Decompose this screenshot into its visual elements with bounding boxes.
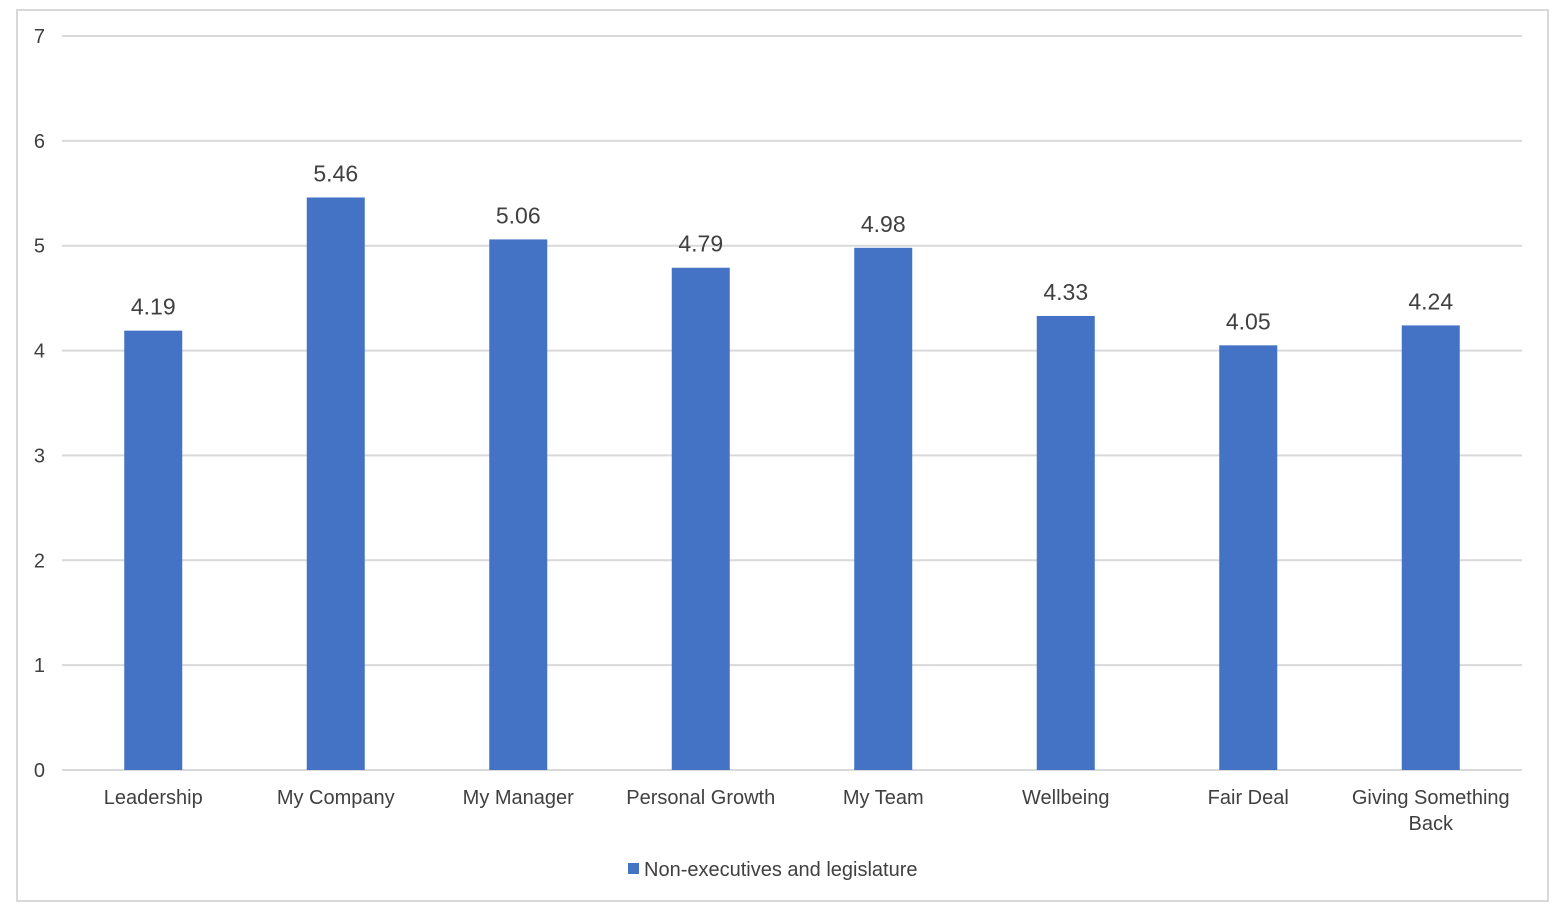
bar: [671, 267, 730, 770]
legend: Non-executives and legislature: [628, 859, 918, 881]
data-label: 4.98: [861, 211, 906, 237]
bar: [306, 197, 365, 771]
x-tick-label: Leadership: [104, 787, 203, 809]
x-tick-label: My Company: [277, 787, 395, 809]
y-tick-label: 7: [34, 26, 45, 48]
data-labels: 4.19 5.46 5.06 4.79 4.98 4.33 4.05 4.24: [131, 160, 1453, 334]
bar: [1219, 345, 1278, 770]
x-tick-label: Personal Growth: [626, 787, 775, 809]
bar: [1036, 315, 1095, 770]
x-tick-label: Wellbeing: [1022, 787, 1109, 809]
y-tick-label: 0: [34, 760, 45, 782]
x-tick-label: My Team: [843, 787, 924, 809]
data-label: 4.05: [1226, 308, 1271, 334]
data-label: 4.19: [131, 294, 176, 320]
gridlines: [62, 35, 1522, 771]
y-tick-label: 6: [34, 131, 45, 153]
x-axis-tick-labels: Leadership My Company My Manager Personal G…: [104, 787, 1510, 835]
y-tick-label: 2: [34, 550, 45, 572]
bar: [124, 330, 183, 770]
bar: [489, 239, 548, 770]
y-tick-label: 5: [34, 236, 45, 258]
data-label: 4.24: [1408, 288, 1453, 314]
y-tick-label: 4: [34, 341, 45, 363]
data-label: 5.46: [313, 160, 358, 186]
legend-label: Non-executives and legislature: [644, 859, 918, 881]
y-tick-label: 1: [34, 655, 45, 677]
bar: [1401, 325, 1460, 770]
x-tick-label: Fair Deal: [1208, 787, 1289, 809]
data-label: 4.33: [1043, 279, 1088, 305]
x-tick-label: Back: [1409, 813, 1454, 835]
x-tick-label: Giving Something: [1352, 787, 1510, 809]
data-label: 5.06: [496, 202, 541, 228]
legend-swatch: [628, 863, 639, 874]
data-label: 4.79: [678, 231, 723, 257]
y-tick-label: 3: [34, 445, 45, 467]
x-tick-label: My Manager: [463, 787, 574, 809]
bar: [854, 247, 913, 771]
bars: [124, 197, 1460, 771]
y-axis-tick-labels: 0 1 2 3 4 5 6 7: [34, 26, 45, 782]
